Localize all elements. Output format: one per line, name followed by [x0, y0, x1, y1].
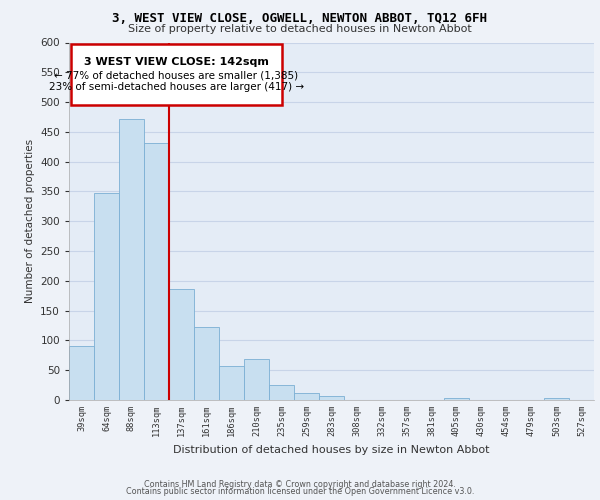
Bar	[219, 366, 244, 400]
Bar	[69, 346, 94, 400]
Bar	[194, 326, 219, 400]
Bar	[269, 385, 294, 400]
Bar	[444, 398, 469, 400]
Bar	[319, 396, 344, 400]
Text: 3, WEST VIEW CLOSE, OGWELL, NEWTON ABBOT, TQ12 6FH: 3, WEST VIEW CLOSE, OGWELL, NEWTON ABBOT…	[113, 12, 487, 26]
Bar	[294, 393, 319, 400]
Bar	[119, 119, 144, 400]
Text: Contains HM Land Registry data © Crown copyright and database right 2024.: Contains HM Land Registry data © Crown c…	[144, 480, 456, 489]
Text: 23% of semi-detached houses are larger (417) →: 23% of semi-detached houses are larger (…	[49, 82, 304, 92]
Y-axis label: Number of detached properties: Number of detached properties	[25, 139, 35, 304]
Text: 3 WEST VIEW CLOSE: 142sqm: 3 WEST VIEW CLOSE: 142sqm	[84, 57, 269, 67]
Text: Contains public sector information licensed under the Open Government Licence v3: Contains public sector information licen…	[126, 487, 474, 496]
Text: Size of property relative to detached houses in Newton Abbot: Size of property relative to detached ho…	[128, 24, 472, 34]
Bar	[94, 192, 119, 400]
Bar	[144, 142, 169, 400]
Bar	[244, 360, 269, 400]
FancyBboxPatch shape	[71, 44, 281, 105]
Bar	[169, 288, 194, 400]
Bar	[544, 398, 569, 400]
Text: ← 77% of detached houses are smaller (1,385): ← 77% of detached houses are smaller (1,…	[54, 70, 298, 81]
X-axis label: Distribution of detached houses by size in Newton Abbot: Distribution of detached houses by size …	[173, 444, 490, 454]
